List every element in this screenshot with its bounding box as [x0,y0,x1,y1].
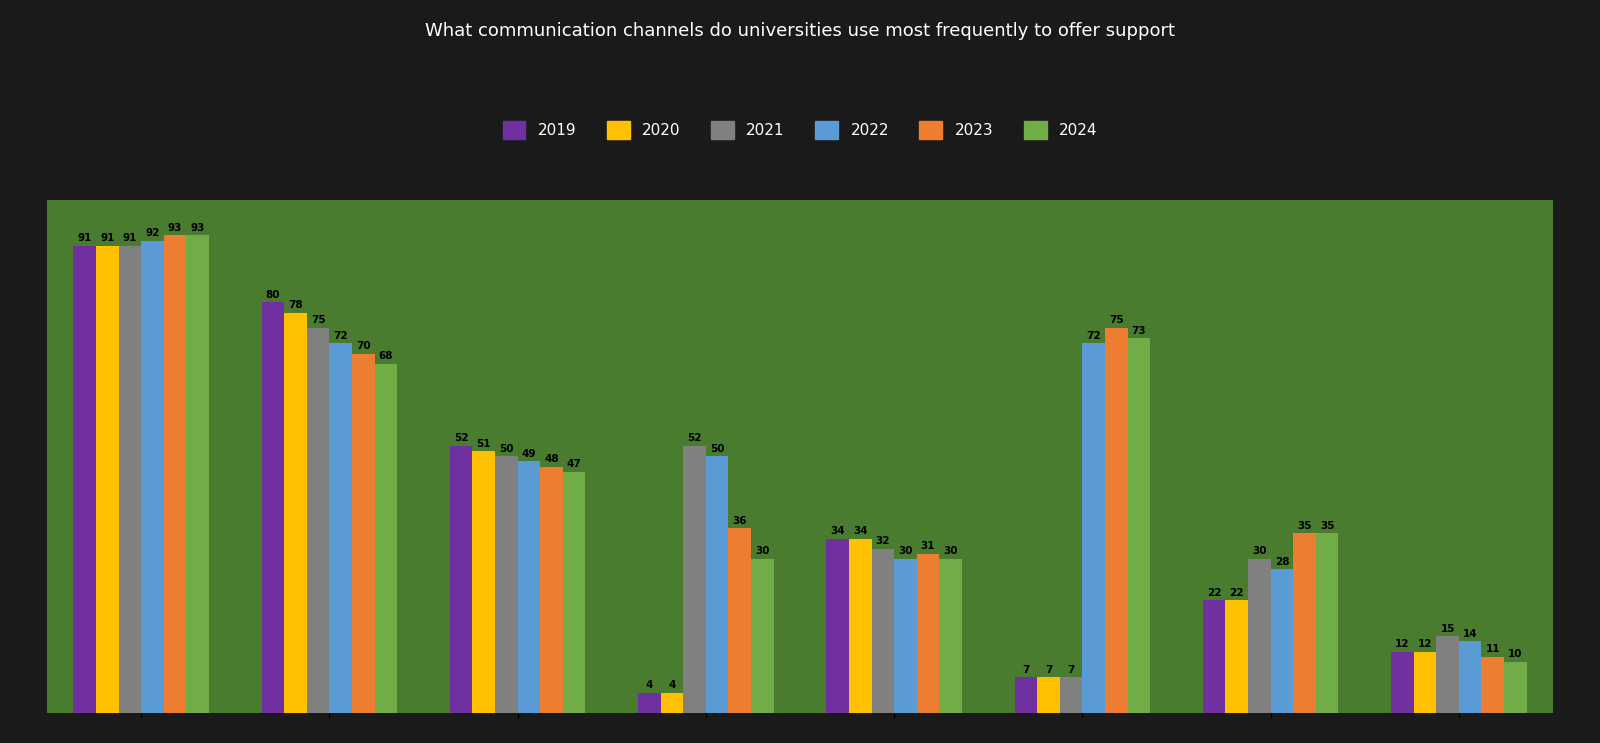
Text: 22: 22 [1206,588,1221,597]
Bar [750,559,774,713]
Bar [450,446,472,713]
Text: 72: 72 [1086,331,1101,341]
Bar [683,446,706,713]
Bar [850,539,872,713]
Bar [472,451,494,713]
Text: 22: 22 [1229,588,1243,597]
Text: 91: 91 [77,233,91,243]
Bar [872,549,894,713]
Text: 4: 4 [669,680,675,690]
Bar [1059,677,1082,713]
Bar [917,554,939,713]
Bar [661,692,683,713]
Text: 30: 30 [755,547,770,557]
Text: 34: 34 [830,526,845,536]
Text: 14: 14 [1462,629,1477,639]
Text: 51: 51 [477,438,491,449]
Bar [118,246,141,713]
Text: 34: 34 [853,526,867,536]
Bar [1293,533,1315,713]
Text: 72: 72 [333,331,347,341]
Bar [728,528,750,713]
Text: 91: 91 [101,233,115,243]
Bar [1270,569,1293,713]
Bar [1482,657,1504,713]
Text: 73: 73 [1131,325,1146,336]
Text: 36: 36 [733,516,747,525]
Text: 7: 7 [1045,665,1053,675]
Text: 75: 75 [310,315,325,325]
Bar [352,354,374,713]
Bar [706,456,728,713]
Bar [1037,677,1059,713]
Text: 80: 80 [266,290,280,299]
Bar [141,241,163,713]
Bar [1504,662,1526,713]
Bar [826,539,850,713]
Text: 12: 12 [1418,639,1432,649]
Bar [163,236,186,713]
Text: 30: 30 [898,547,912,557]
Bar [1315,533,1338,713]
Bar [541,467,563,713]
Text: 12: 12 [1395,639,1410,649]
Bar [330,343,352,713]
Text: 52: 52 [454,433,469,444]
Bar [894,559,917,713]
Bar [638,692,661,713]
Text: 49: 49 [522,449,536,459]
Text: 10: 10 [1509,649,1523,659]
Text: 30: 30 [944,547,958,557]
Text: 35: 35 [1320,521,1334,531]
Bar [1203,600,1226,713]
Text: 91: 91 [123,233,138,243]
Text: 50: 50 [499,444,514,454]
Bar [74,246,96,713]
Text: 75: 75 [1109,315,1123,325]
Text: 32: 32 [875,536,890,546]
Text: 93: 93 [190,223,205,233]
Bar [1248,559,1270,713]
Text: 4: 4 [646,680,653,690]
Text: 30: 30 [1253,547,1267,557]
Text: 78: 78 [288,300,302,310]
Bar [494,456,518,713]
Bar [1082,343,1106,713]
Text: 11: 11 [1485,644,1501,654]
Bar [1226,600,1248,713]
Bar [518,461,541,713]
Text: 48: 48 [544,454,558,464]
Bar [285,313,307,713]
Bar [563,472,586,713]
Legend: 2019, 2020, 2021, 2022, 2023, 2024: 2019, 2020, 2021, 2022, 2023, 2024 [496,114,1104,146]
Bar [1414,652,1437,713]
Text: 7: 7 [1067,665,1075,675]
Bar [186,236,210,713]
Text: 31: 31 [920,542,936,551]
Text: 68: 68 [379,351,394,361]
Text: 50: 50 [710,444,725,454]
Text: 35: 35 [1298,521,1312,531]
Text: 70: 70 [355,341,371,351]
Text: 47: 47 [566,459,581,469]
Text: 93: 93 [168,223,182,233]
Text: 52: 52 [688,433,702,444]
Bar [262,302,285,713]
Text: 28: 28 [1275,557,1290,567]
Text: What communication channels do universities use most frequently to offer support: What communication channels do universit… [426,22,1174,40]
Bar [1106,328,1128,713]
Bar [96,246,118,713]
Bar [307,328,330,713]
Bar [939,559,962,713]
Bar [1437,636,1459,713]
Bar [1459,641,1482,713]
Bar [1390,652,1414,713]
Bar [1014,677,1037,713]
Bar [1128,338,1150,713]
Bar [374,364,397,713]
Text: 7: 7 [1022,665,1029,675]
Text: 15: 15 [1440,623,1454,634]
Text: 92: 92 [146,228,160,238]
